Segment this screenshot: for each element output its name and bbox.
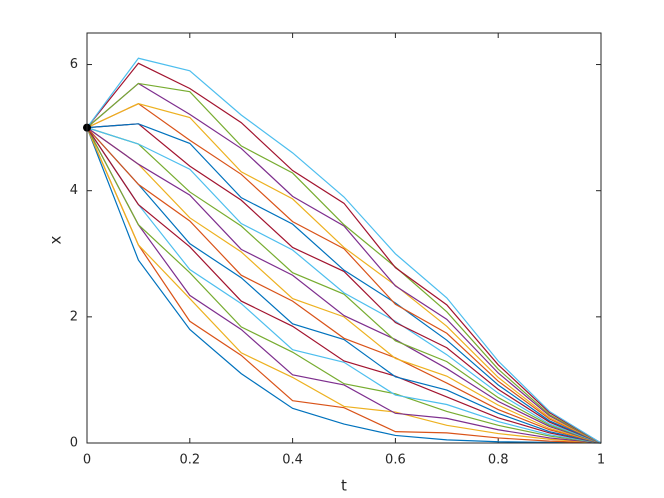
series-line [86,127,602,444]
series-line [86,127,602,444]
series-line [86,127,602,444]
series-line [86,127,602,444]
series-line [86,127,602,444]
series-line [86,127,602,444]
x-tick-label: 0.2 [179,453,200,468]
series-line [86,123,602,444]
y-axis-label: x [47,235,65,244]
series-line [86,82,602,444]
series-line [86,62,602,444]
x-tick-label: 1 [597,453,605,468]
series-line [86,127,602,444]
y-tick-label: 0 [70,436,78,451]
series-line [86,127,602,444]
series-line [86,127,602,444]
y-tick-label: 2 [70,309,78,324]
series-line [86,103,602,444]
series-line [86,123,602,444]
x-tick-label: 0.4 [282,453,303,468]
x-tick-label: 0.8 [488,453,509,468]
series-line [86,102,602,444]
series-line [86,82,602,444]
x-tick-label: 0.6 [385,453,406,468]
x-tick-label: 0 [83,453,91,468]
y-tick-label: 4 [70,183,78,198]
series-line [86,127,602,444]
series-line [86,127,602,444]
series-line [86,57,602,444]
plot-frame [86,32,602,444]
x-axis-label: t [341,477,347,495]
series-line [86,127,602,444]
series-line [86,127,602,444]
y-tick-label: 6 [70,57,78,72]
